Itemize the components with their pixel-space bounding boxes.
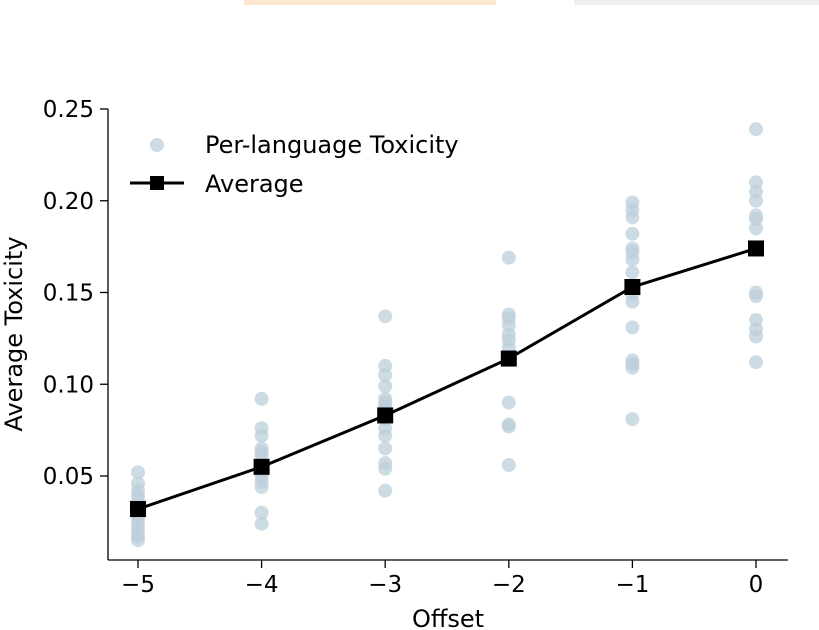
- scatter-point: [625, 210, 640, 225]
- x-tick-label: −5: [121, 572, 155, 598]
- x-tick-label: −1: [615, 572, 649, 598]
- legend-scatter-marker: [150, 138, 164, 152]
- scatter-point: [625, 360, 640, 375]
- average-marker: [130, 501, 146, 518]
- scatter-point: [254, 428, 269, 443]
- scatter-point: [749, 329, 763, 344]
- legend: Per-language Toxicity Average: [130, 131, 459, 198]
- y-ticks: 0.05 0.10 0.15 0.20 0.25: [43, 97, 108, 490]
- legend-label-average: Average: [205, 170, 304, 198]
- scatter-point: [378, 483, 393, 498]
- x-tick-label: −2: [492, 572, 526, 598]
- scatter-point: [501, 419, 516, 434]
- average-marker: [253, 458, 270, 475]
- y-axis-label: Average Toxicity: [0, 236, 28, 431]
- y-tick-label: 0.25: [43, 97, 94, 123]
- scatter-point: [749, 122, 763, 137]
- scatter-point: [378, 309, 393, 324]
- average-marker: [748, 240, 764, 257]
- scatter-point: [625, 320, 640, 335]
- scatter-point: [625, 265, 640, 280]
- scatter-point: [131, 533, 145, 548]
- scatter-point: [625, 252, 640, 267]
- x-tick-label: 0: [749, 572, 764, 598]
- y-tick-label: 0.15: [43, 281, 94, 307]
- y-tick-label: 0.05: [43, 464, 94, 490]
- scatter-point: [131, 465, 145, 480]
- x-ticks: −5 −4 −3 −2 −1 0: [121, 560, 763, 598]
- top-strip-left: [244, 0, 496, 5]
- scatter-point: [254, 391, 269, 406]
- scatter-point: [749, 355, 763, 370]
- x-tick-label: −4: [245, 572, 279, 598]
- y-tick-label: 0.20: [43, 189, 94, 215]
- average-marker: [624, 278, 641, 295]
- scatter-point: [625, 226, 640, 241]
- average-marker: [500, 350, 517, 367]
- x-tick-label: −3: [368, 572, 402, 598]
- scatter-point: [378, 441, 393, 456]
- scatter-point: [749, 289, 763, 304]
- top-strip-right: [574, 0, 819, 5]
- scatter-point: [378, 461, 393, 476]
- scatter-point: [501, 395, 516, 410]
- legend-average-marker: [150, 176, 164, 190]
- scatter-point: [254, 480, 269, 495]
- scatter-point: [625, 294, 640, 309]
- legend-label-per-language: Per-language Toxicity: [205, 131, 459, 159]
- average-line: [137, 247, 757, 511]
- scatter-point: [254, 516, 269, 531]
- scatter-point: [378, 368, 393, 383]
- scatter-point: [749, 221, 763, 236]
- y-tick-label: 0.10: [43, 372, 94, 398]
- scatter-point: [378, 428, 393, 443]
- scatter-point: [254, 505, 269, 520]
- average-marker: [377, 407, 394, 424]
- scatter-point: [501, 250, 516, 265]
- average-line-layer: [130, 240, 764, 518]
- scatter-point: [378, 379, 393, 394]
- scatter-point: [749, 193, 763, 208]
- scatter-point: [625, 412, 640, 427]
- x-axis-label: Offset: [412, 605, 484, 630]
- scatter-point: [501, 457, 516, 472]
